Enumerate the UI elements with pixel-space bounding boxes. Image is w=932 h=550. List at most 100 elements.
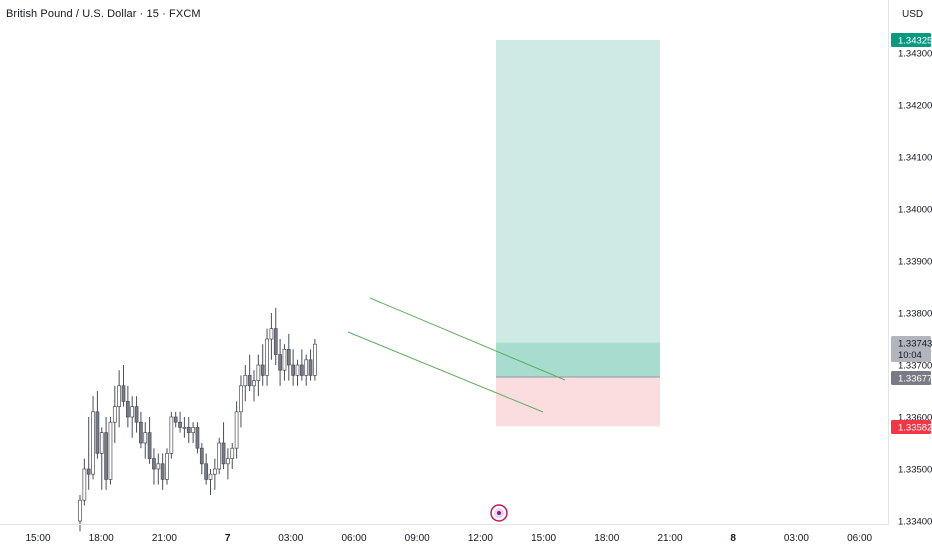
candle — [121, 385, 126, 402]
time-tick-label: 15:00 — [25, 533, 50, 544]
time-tick-label: 03:00 — [784, 533, 809, 544]
candle — [291, 364, 295, 376]
stop-zone[interactable] — [496, 376, 660, 427]
candle — [260, 364, 265, 376]
current-price-label[interactable] — [891, 336, 931, 362]
candle — [165, 453, 169, 480]
candle — [191, 427, 195, 433]
time-tick-label: 03:00 — [278, 533, 303, 544]
time-tick-label: 06:00 — [341, 533, 366, 544]
candle — [239, 385, 243, 413]
candle — [295, 364, 300, 376]
time-tick-label: 18:00 — [89, 533, 114, 544]
candle — [147, 432, 152, 459]
price-tick-label: 1.34200 — [898, 101, 932, 112]
candle — [256, 364, 261, 381]
candle — [108, 421, 113, 480]
price-tick-label: 1.34300 — [898, 49, 932, 60]
candle — [304, 359, 309, 376]
candle — [186, 427, 191, 433]
price-tick-label: 1.34000 — [898, 205, 932, 216]
candle — [213, 468, 217, 475]
target-price-label-text: 1.34325 — [898, 36, 932, 47]
time-tick-label: 15:00 — [531, 533, 556, 544]
time-tick-label: 21:00 — [657, 533, 682, 544]
candle — [178, 421, 182, 428]
candle — [230, 447, 235, 459]
candle — [160, 463, 165, 480]
candle — [82, 468, 87, 501]
candle — [221, 442, 226, 465]
candle — [286, 349, 291, 366]
candle — [273, 328, 278, 355]
currency-label[interactable]: USD — [902, 9, 924, 20]
price-axis-border — [888, 0, 889, 525]
time-tick-label: 21:00 — [152, 533, 177, 544]
time-tick-label: 8 — [730, 533, 736, 544]
stop-price-label[interactable] — [891, 420, 931, 434]
time-tick-label: 12:00 — [468, 533, 493, 544]
symbol-title[interactable]: British Pound / U.S. Dollar · 15 · FXCM — [6, 8, 201, 20]
candle — [208, 473, 213, 480]
trendline-upper[interactable] — [369, 297, 566, 381]
price-tick-label: 1.33500 — [898, 465, 932, 476]
candle — [125, 401, 130, 418]
price-axis: 1.34300 1.34200 1.34100 1.34000 1.33900 1.338… — [898, 49, 932, 528]
candle — [173, 416, 178, 423]
trendlines — [347, 297, 566, 413]
open-pnl-zone — [496, 342, 660, 377]
price-tick-label: 1.33900 — [898, 257, 932, 268]
price-tick-label: 1.33400 — [898, 517, 932, 528]
entry-price-label-text: 1.33677 — [898, 374, 932, 385]
candle — [117, 385, 122, 407]
candle — [282, 349, 287, 371]
time-tick-label: 06:00 — [847, 533, 872, 544]
candle — [95, 411, 100, 454]
candle — [226, 458, 230, 465]
stop-price-label-text: 1.33582 — [898, 423, 932, 434]
candle — [139, 421, 143, 444]
candle — [265, 338, 269, 376]
candle — [91, 411, 95, 475]
candle — [86, 468, 91, 475]
candle — [252, 380, 256, 387]
target-price-label[interactable] — [891, 33, 931, 47]
candle — [308, 359, 313, 376]
candle — [269, 328, 274, 340]
candle — [204, 463, 208, 480]
event-icon-dot — [497, 511, 501, 515]
candle — [78, 499, 82, 522]
time-tick-label: 09:00 — [405, 533, 430, 544]
entry-price-label[interactable] — [891, 371, 931, 385]
candle — [169, 416, 174, 454]
candle — [199, 447, 204, 465]
candle — [195, 427, 200, 449]
candle — [234, 411, 239, 449]
economic-event-icon[interactable] — [490, 504, 508, 522]
current-price-label-text: 1.33743 — [898, 339, 932, 350]
candle — [278, 354, 282, 371]
candle — [112, 406, 117, 423]
candle — [130, 406, 135, 418]
candle — [247, 375, 252, 387]
candle — [313, 343, 317, 376]
trendline-lower[interactable] — [347, 331, 544, 413]
candlestick-series — [78, 307, 317, 532]
countdown-text: 10:04 — [898, 350, 922, 361]
candle — [300, 364, 304, 376]
candle — [182, 427, 187, 429]
long-position-tool — [496, 40, 660, 427]
candle — [217, 442, 222, 470]
price-tick-label: 1.33600 — [898, 413, 932, 424]
candle — [243, 375, 248, 387]
candle — [99, 432, 104, 454]
profit-zone[interactable] — [496, 40, 660, 377]
candle — [104, 432, 108, 480]
candle — [134, 406, 139, 423]
price-tick-label: 1.34100 — [898, 153, 932, 164]
candle — [152, 458, 156, 470]
time-axis-border — [0, 524, 888, 525]
